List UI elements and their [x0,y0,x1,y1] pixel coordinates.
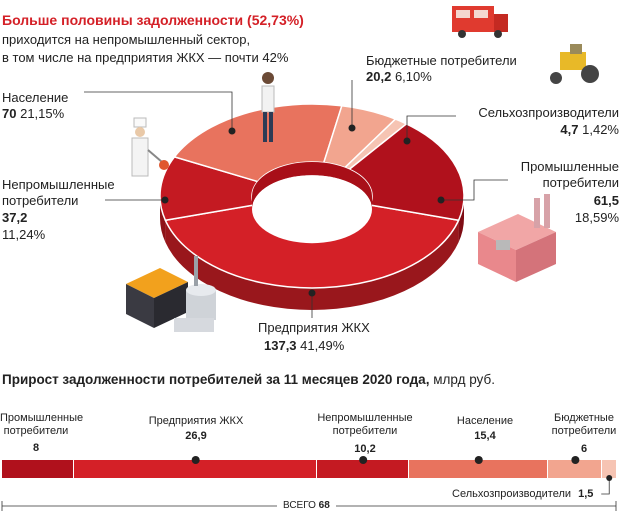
label-ind-name-2: потребители [542,175,619,190]
label-nonind-value: 37,2 [2,210,27,226]
label-ind-name-1: Промышленные [520,159,619,174]
line: Непромышленные [317,412,413,424]
label-ind-pct: 18,59% [574,210,619,225]
leader-dot [403,137,411,145]
label-agri-name: Сельхозпроизводители [478,105,619,120]
label-nonind-pct: 11,24% [2,227,46,242]
bar-label-ind: Промышленные потребители [0,412,84,438]
value: 4,7 [560,122,579,137]
value: 61,5 [593,193,619,208]
line: Промышленные [0,412,84,424]
total-label: ВСЕГО 68 [277,500,336,511]
leader-dot [161,196,169,204]
subtitle-line-2: в том числе на предприятия ЖКХ — почти 4… [2,50,289,65]
label-nonind-name-2: потребители [2,193,79,208]
leader-line [441,179,508,201]
donut-inner-wall [252,162,372,210]
percent: 6,10% [394,69,432,84]
leader-dot [228,127,236,135]
bar-label-zhkh: Предприятия ЖКХ [148,415,244,427]
percent: 1,42% [582,122,619,137]
percent: 41,49% [300,338,345,353]
bar-value-ind: 8 [32,442,40,454]
value: 70 [2,106,17,121]
label-zhkh-name: Предприятия ЖКХ [258,320,370,335]
bar-segment [317,460,408,478]
bar-segment [548,460,601,478]
donut-side-wall [165,220,459,310]
total-text: ВСЕГО [283,500,316,511]
leader-line [84,91,233,131]
bar-segment [74,460,316,478]
bar-chart-title: Прирост задолженности потребителей за 11… [2,372,495,387]
bar-value-budget: 6 [580,443,588,455]
subtitle-line-1: приходится на непромышленный сектор, [2,32,251,47]
value: 1,5 [578,488,594,500]
bar-value-zhkh: 26,9 [185,430,207,442]
leader-dot [437,196,445,204]
value: 20,2 [366,69,392,84]
bar-title-unit: млрд руб. [433,372,495,387]
bar-label-budget: Бюджетные потребители [546,412,622,438]
label-nonind-name-1: Непромышленные [2,177,115,192]
label-agri-value: 4,7 1,42% [560,122,619,138]
line: Бюджетные [554,412,614,424]
bar-label-agri: Сельхозпроизводители 1,5 [452,488,593,500]
bar-value-nonind: 10,2 [354,443,376,455]
label-ind-value: 61,5 [594,193,619,209]
bar-segment [409,460,547,478]
line: потребители [3,425,69,437]
value: 37,2 [2,210,28,225]
leader-line [406,115,456,141]
donut-side-wall [458,196,464,243]
label: Сельхозпроизводители [452,488,572,500]
donut-side-wall [160,196,166,243]
donut-hole [252,175,372,244]
leader-dot [308,289,316,297]
bar-label-nonind: Непромышленные потребители [310,412,420,438]
percent: 21,15% [20,106,65,121]
agri-leader [601,478,610,495]
label-budget-value: 20,2 6,10% [366,69,432,85]
leader-dot [348,124,356,132]
label-pop-name: Население [2,90,69,105]
label-zhkh-value: 137,3 41,49% [264,338,344,354]
total-value: 68 [318,500,330,511]
donut-chart [84,80,508,318]
bar-segment [2,460,73,478]
bar-label-pop: Население [456,415,514,427]
line: потребители [551,425,617,437]
label-pop-value: 70 21,15% [2,106,64,122]
label-budget-name: Бюджетные потребители [366,53,517,68]
bar-title-text: Прирост задолженности потребителей за 11… [2,372,430,387]
line: потребители [332,425,398,437]
bar-segment [602,460,616,478]
value: 137,3 [264,338,297,353]
headline: Больше половины задолженности (52,73%) [2,12,304,28]
bar-value-pop: 15,4 [474,430,496,442]
